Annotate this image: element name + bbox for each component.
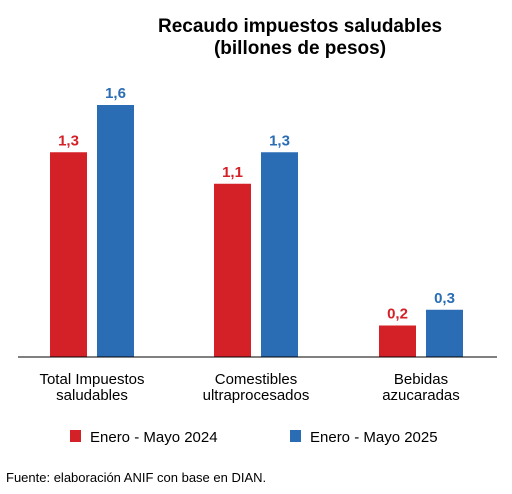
- legend: Enero - Mayo 2024 Enero - Mayo 2025: [70, 429, 438, 446]
- value-label-2024-1: 1,1: [222, 164, 243, 181]
- category-label-0-line-0: Total Impuestos: [39, 371, 144, 388]
- source-note: Fuente: elaboración ANIF con base en DIA…: [6, 470, 267, 485]
- bar-2024-1: [214, 183, 251, 357]
- category-label-1-line-1: ultraprocesados: [203, 387, 310, 404]
- value-label-2025-0: 1,6: [105, 85, 126, 102]
- legend-label-2024: Enero - Mayo 2024: [90, 429, 218, 446]
- bar-2025-0: [97, 105, 134, 357]
- legend-swatch-2024: [70, 430, 81, 442]
- value-label-2024-0: 1,3: [58, 132, 79, 149]
- value-label-2025-1: 1,3: [269, 132, 290, 149]
- bars-group: [50, 105, 463, 357]
- bar-2024-0: [50, 152, 87, 357]
- value-label-2025-2: 0,3: [434, 290, 455, 307]
- bar-2025-1: [261, 152, 298, 357]
- chart-title: Recaudo impuestos saludables: [157, 16, 443, 37]
- category-label-0-line-1: saludables: [56, 387, 128, 404]
- category-label-2-line-1: azucaradas: [382, 387, 460, 404]
- category-label-2-line-0: Bebidas: [394, 371, 448, 388]
- legend-swatch-2025: [290, 430, 301, 442]
- category-label-1-line-0: Comestibles: [215, 371, 298, 388]
- chart-subtitle: (billones de pesos): [213, 38, 387, 59]
- bar-2025-2: [426, 309, 463, 357]
- value-labels-group: 1,3 1,6 1,1 1,3 0,2 0,3: [58, 85, 455, 323]
- bar-2024-2: [379, 325, 416, 357]
- value-label-2024-2: 0,2: [387, 306, 408, 323]
- legend-label-2025: Enero - Mayo 2025: [310, 429, 438, 446]
